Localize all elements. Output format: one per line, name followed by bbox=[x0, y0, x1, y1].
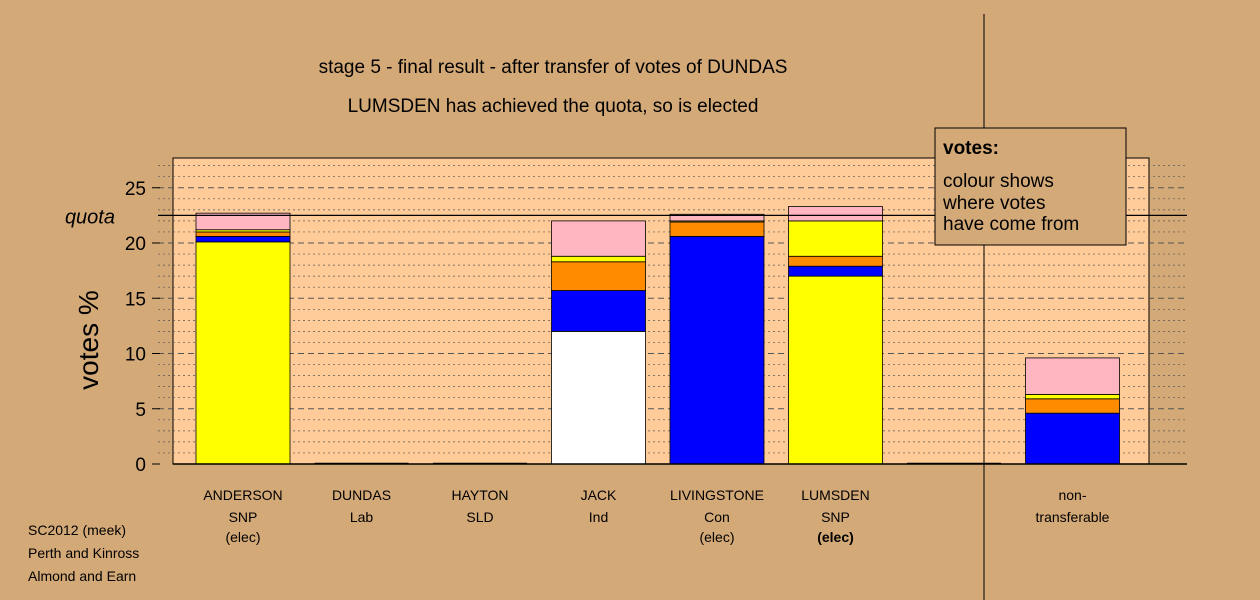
legend-line: colour shows bbox=[943, 171, 1054, 192]
x-axis-labels: ANDERSON SNP (elec) DUNDAS Lab HAYTON SLD JACK I… bbox=[203, 487, 1109, 545]
candidate-status: (elec) bbox=[817, 529, 854, 545]
bar-segment bbox=[195, 212, 291, 231]
bar-segment bbox=[669, 235, 765, 465]
bar-segment bbox=[551, 255, 646, 263]
bar-segment bbox=[788, 206, 883, 222]
bar-segment bbox=[788, 220, 883, 257]
candidate-name: LIVINGSTONE bbox=[670, 487, 764, 503]
y-tick-label: 15 bbox=[125, 289, 146, 310]
quota-label: quota bbox=[65, 206, 115, 228]
y-axis: 0 5 10 15 20 25 bbox=[125, 179, 160, 476]
y-tick-label: 5 bbox=[135, 400, 146, 421]
y-axis-label: votes % bbox=[73, 290, 104, 390]
bar-segment bbox=[669, 221, 765, 237]
bar-segment bbox=[195, 231, 291, 237]
chart-title: stage 5 - final result - after transfer … bbox=[319, 57, 788, 78]
footer-line: Perth and Kinross bbox=[28, 545, 139, 561]
legend: votes: colour shows where votes have com… bbox=[934, 127, 1127, 246]
bar-segment bbox=[1025, 357, 1120, 395]
candidate-name: non- bbox=[1058, 487, 1086, 503]
y-tick-label: 10 bbox=[125, 345, 146, 366]
bar-segment bbox=[788, 265, 883, 277]
candidate-status: (elec) bbox=[699, 529, 734, 545]
candidate-party: transferable bbox=[1036, 509, 1110, 525]
bar-segment bbox=[551, 290, 646, 332]
candidate-party: Con bbox=[704, 509, 730, 525]
bar-segment bbox=[551, 261, 646, 291]
legend-box bbox=[934, 127, 1127, 246]
bar-segment bbox=[1025, 393, 1120, 400]
bar-segment bbox=[195, 241, 291, 465]
legend-line: where votes bbox=[942, 193, 1045, 214]
bar-segment bbox=[551, 220, 646, 257]
candidate-party: Ind bbox=[589, 509, 608, 525]
candidate-party: Lab bbox=[350, 509, 374, 525]
candidate-name: ANDERSON bbox=[203, 487, 282, 503]
bar-segment bbox=[669, 213, 765, 222]
candidate-name: JACK bbox=[581, 487, 617, 503]
y-tick-label: 20 bbox=[125, 234, 146, 255]
footer-line: Almond and Earn bbox=[28, 568, 136, 584]
bar-segment bbox=[551, 330, 646, 465]
footer: SC2012 (meek) Perth and Kinross Almond a… bbox=[28, 522, 139, 584]
candidate-status: (elec) bbox=[225, 529, 260, 545]
bar-segment bbox=[788, 275, 883, 465]
candidate-party: SNP bbox=[229, 509, 258, 525]
bar-segment bbox=[1025, 412, 1120, 465]
candidate-party: SLD bbox=[466, 509, 493, 525]
candidate-name: HAYTON bbox=[451, 487, 508, 503]
bar-segment bbox=[788, 255, 883, 267]
candidate-name: DUNDAS bbox=[332, 487, 391, 503]
footer-line: SC2012 (meek) bbox=[28, 522, 126, 538]
legend-line: have come from bbox=[943, 214, 1079, 235]
bar-segment bbox=[1025, 398, 1120, 414]
y-tick-label: 0 bbox=[135, 455, 146, 476]
legend-title: votes: bbox=[943, 138, 999, 159]
y-tick-label: 25 bbox=[125, 179, 146, 200]
bar-segment bbox=[195, 235, 291, 243]
candidate-party: SNP bbox=[821, 509, 850, 525]
bars bbox=[195, 206, 1120, 465]
chart-subtitle: LUMSDEN has achieved the quota, so is el… bbox=[348, 96, 759, 117]
candidate-name: LUMSDEN bbox=[801, 487, 869, 503]
